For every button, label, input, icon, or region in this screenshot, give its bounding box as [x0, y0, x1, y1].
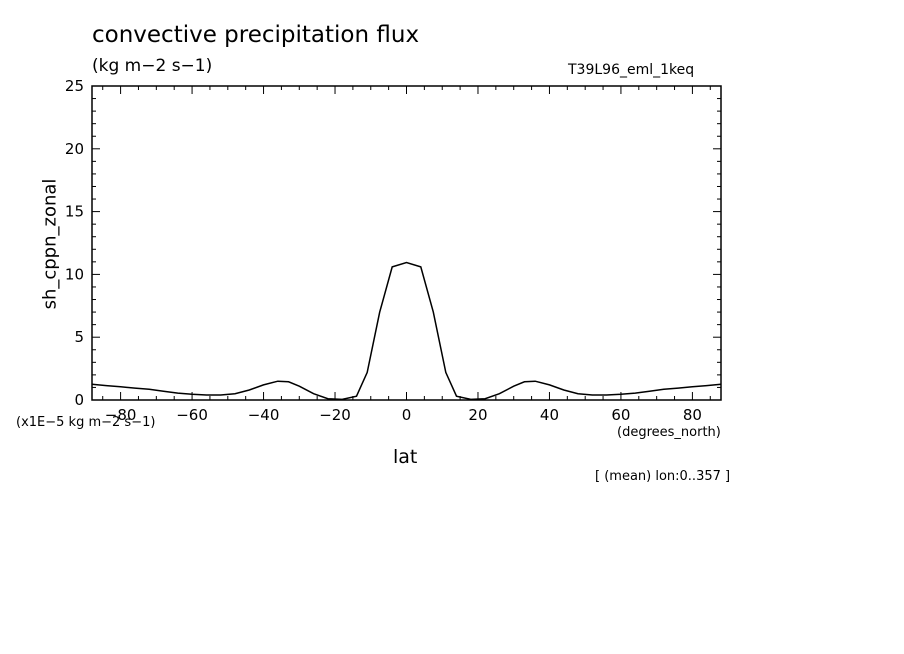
- y-tick-label: 20: [65, 140, 84, 158]
- chart-title: convective precipitation flux: [92, 22, 420, 48]
- x-tick-label: −80: [105, 406, 137, 424]
- series-line-sh-cppn-zonal: [91, 261, 722, 401]
- y-tick-label: 0: [74, 391, 84, 409]
- x-tick-label: 20: [468, 406, 487, 424]
- x-tick-label: 0: [402, 406, 412, 424]
- plot-frame: [91, 85, 722, 401]
- x-axis-label: lat: [393, 446, 418, 468]
- run-id-label: T39L96_eml_1keq: [568, 62, 695, 78]
- tick-labels: −80 −60 −40 −20 0 20 40 60 80 0 5 10 15 20 25: [65, 77, 702, 424]
- x-tick-label: 60: [611, 406, 630, 424]
- y-tick-label: 15: [65, 203, 84, 221]
- y-axis-label: sh_cppn_zonal: [39, 178, 61, 310]
- y-axis-scale-note: (x1E−5 kg m−2 s−1): [16, 415, 156, 430]
- x-axis-units: (degrees_north): [617, 425, 721, 440]
- minor-ticks: [92, 86, 721, 400]
- x-tick-label: −40: [248, 406, 280, 424]
- major-ticks: [92, 85, 721, 401]
- y-tick-label: 5: [74, 328, 84, 346]
- x-tick-label: −20: [319, 406, 351, 424]
- x-tick-label: −60: [176, 406, 208, 424]
- x-tick-label: 40: [540, 406, 559, 424]
- y-tick-label: 25: [65, 77, 84, 95]
- x-tick-label: 80: [683, 406, 702, 424]
- y-tick-label: 10: [65, 265, 84, 283]
- footnote: [ (mean) lon:0..357 ]: [595, 469, 731, 484]
- chart-units: (kg m−2 s−1): [92, 56, 213, 76]
